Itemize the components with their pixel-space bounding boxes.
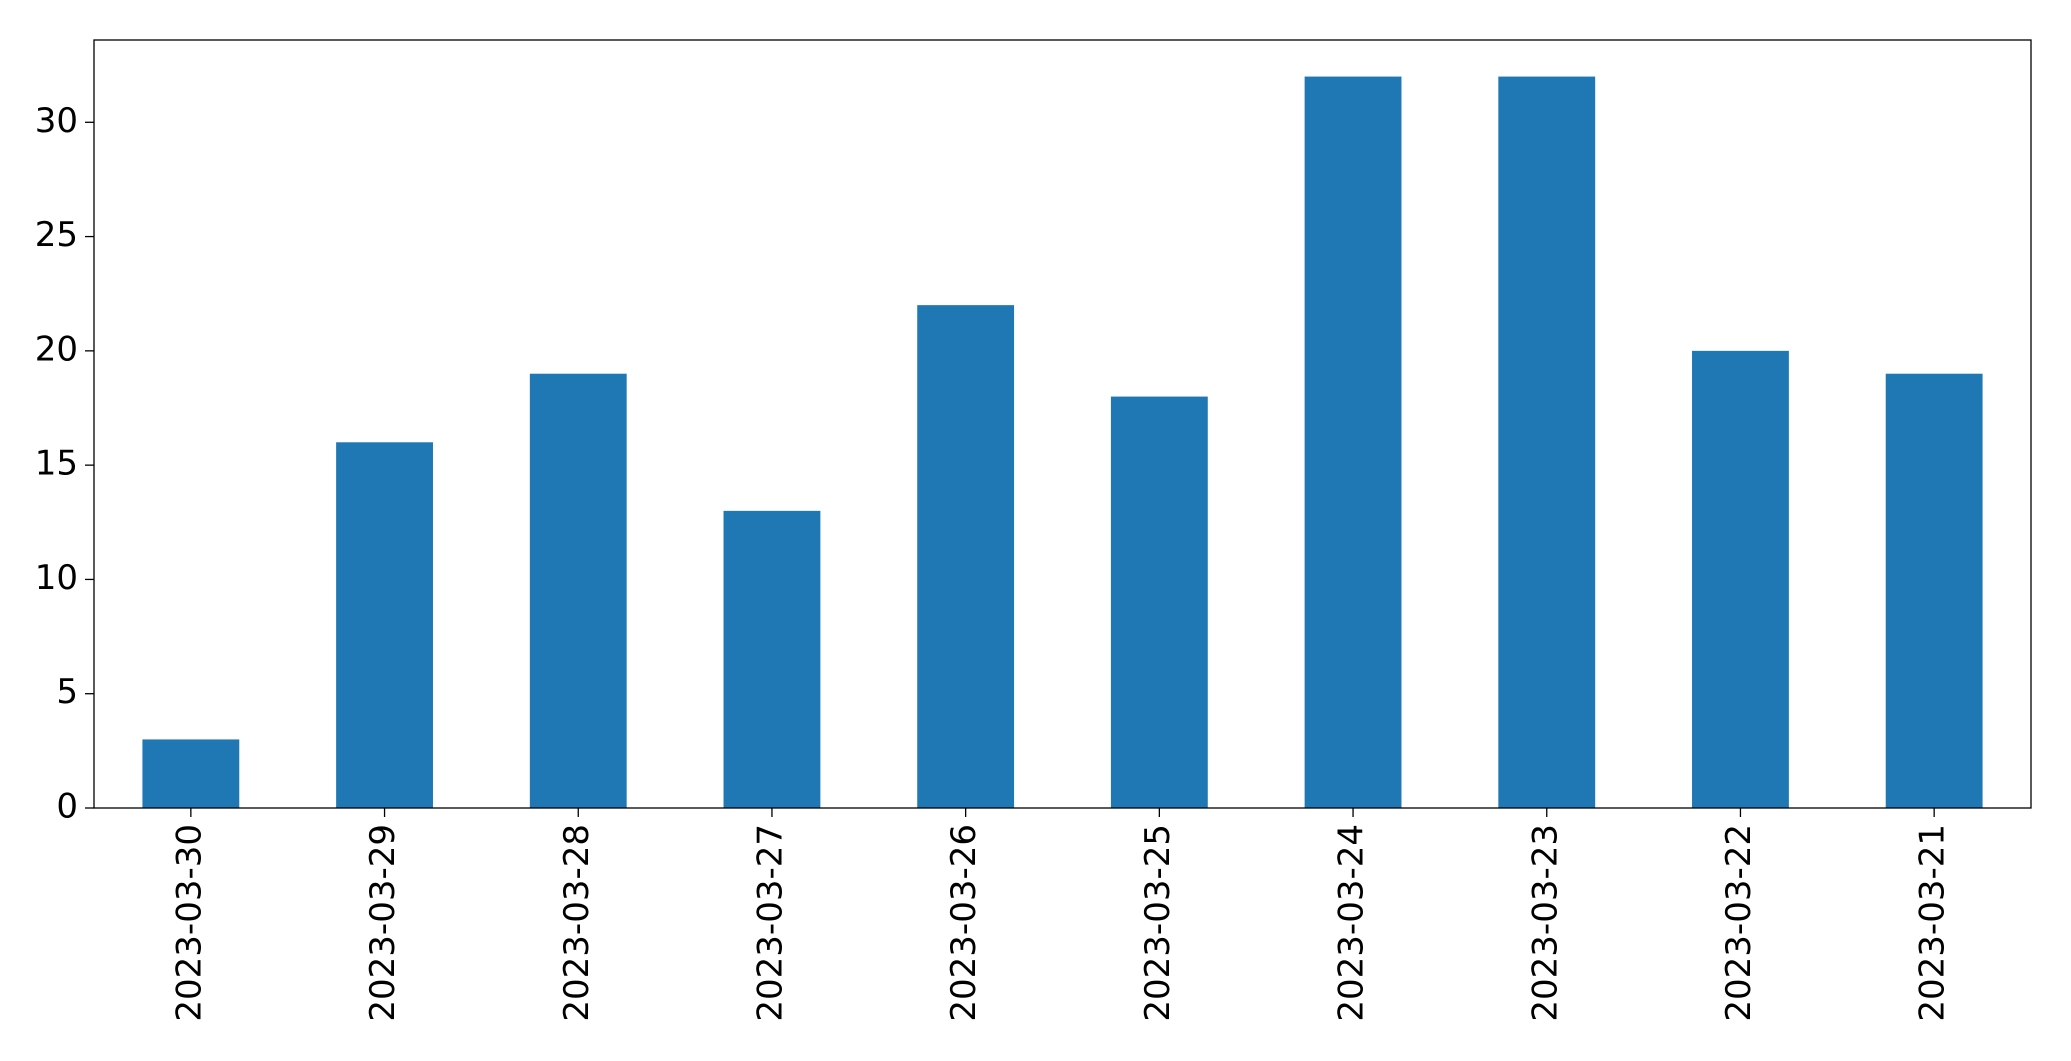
x-tick-label: 2023-03-21 [1913, 824, 1953, 1022]
x-tick-label: 2023-03-23 [1525, 824, 1565, 1022]
plot-frame [93, 39, 2032, 809]
y-tick-label: 0 [56, 787, 78, 827]
bar [1304, 76, 1402, 809]
x-tick-label: 2023-03-26 [944, 824, 984, 1022]
x-tick-label: 2023-03-22 [1719, 824, 1759, 1022]
bar [917, 305, 1015, 808]
bar [529, 373, 627, 808]
bar [723, 510, 821, 808]
x-tick-label: 2023-03-29 [363, 824, 403, 1022]
x-tick-label: 2023-03-27 [750, 824, 790, 1022]
y-tick-label: 20 [35, 329, 78, 369]
x-tick-label: 2023-03-30 [169, 824, 209, 1022]
x-tick-label: 2023-03-24 [1332, 824, 1372, 1022]
bar [1692, 350, 1789, 808]
x-tick-label: 2023-03-25 [1138, 824, 1178, 1022]
y-tick-label: 15 [35, 444, 78, 484]
bar [142, 739, 240, 808]
bar [1110, 396, 1208, 808]
bar [1885, 373, 1983, 808]
y-tick-label: 25 [35, 215, 78, 255]
y-tick-label: 10 [35, 558, 78, 598]
bar [1498, 76, 1596, 809]
y-tick-label: 5 [56, 672, 78, 712]
y-tick-label: 30 [35, 101, 78, 141]
x-tick-label: 2023-03-28 [557, 824, 597, 1022]
bar [336, 442, 433, 808]
